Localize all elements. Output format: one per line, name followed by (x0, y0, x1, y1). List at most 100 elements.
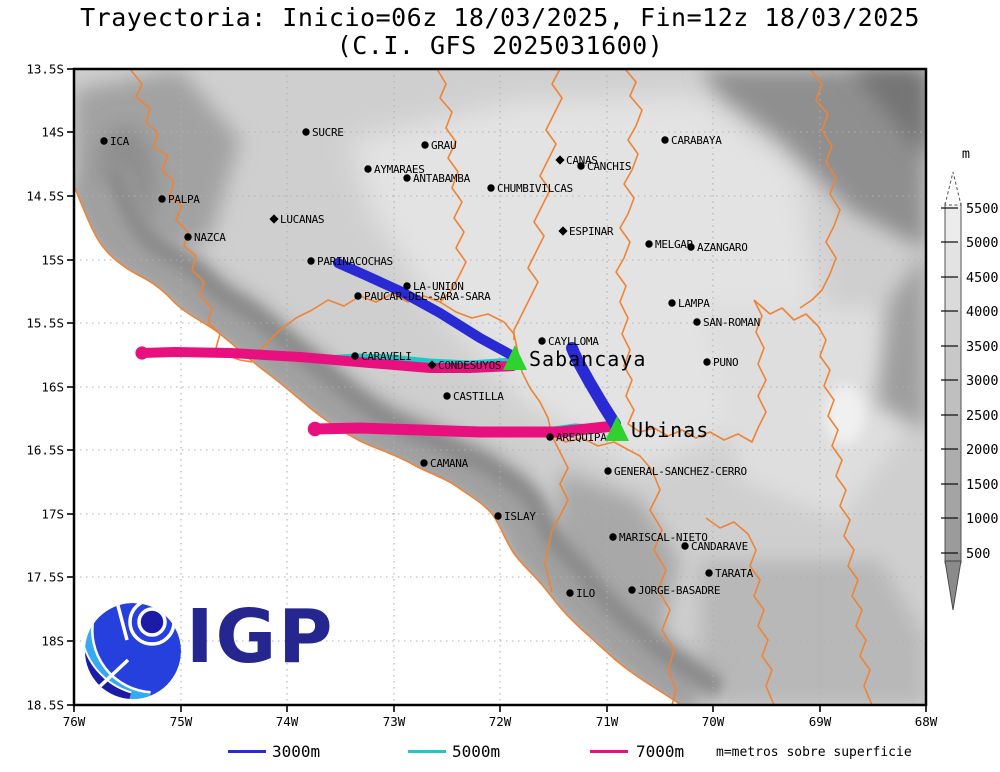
page-title: Trayectoria: Inicio=06z 18/03/2025, Fin=… (80, 3, 920, 32)
city-marker-dot (566, 589, 574, 597)
city-label: SAN-ROMAN (703, 316, 760, 329)
city-label: CANCHIS (587, 160, 631, 173)
city-marker-dot (307, 257, 315, 265)
volcano-triangle-sabancaya (503, 345, 527, 370)
city-marker-dot (668, 299, 676, 307)
city-label: CASTILLA (453, 390, 504, 403)
colorbar-tick-label: 5500 (966, 201, 999, 217)
city-label: ILO (576, 587, 595, 600)
elevation-colorbar: m 5500 5000 4500 4000 3500 3000 2500 2000 1500 100… (941, 146, 999, 611)
city-marker-dot (703, 358, 711, 366)
lat-tick-label: 13.5S (26, 62, 64, 77)
trajectory-lines (135, 258, 621, 438)
lat-tick-label: 18S (41, 634, 64, 649)
city-label: JORGE-BASADRE (638, 584, 720, 597)
city-label: CAMANA (430, 457, 469, 470)
city-label: ICA (110, 135, 130, 148)
trajectory-ubinas-7000m (309, 420, 620, 438)
legend-line-3000m (228, 750, 266, 753)
city-label: PALPA (168, 193, 200, 206)
city-marker-diamond (558, 226, 568, 236)
volcano-label-sabancaya: Sabancaya (529, 347, 646, 371)
lon-tick-label: 73W (383, 714, 406, 729)
legend-line-5000m (408, 750, 446, 753)
city-marker-dot (421, 141, 429, 149)
legend-label-3000m: 3000m (272, 742, 321, 761)
department-boundaries (74, 69, 873, 705)
city-marker-dot (351, 352, 359, 360)
lat-tick-label: 14S (41, 125, 64, 140)
city-label: PARINACOCHAS (317, 255, 393, 268)
colorbar-tick-label: 3000 (966, 373, 999, 389)
city-label: CARAVELI (361, 350, 412, 363)
lat-tick-label: 16.5S (26, 443, 64, 458)
city-label: LA-UNION (413, 280, 464, 293)
lat-tick-label: 18.5S (26, 698, 64, 713)
city-marker-dot (100, 137, 108, 145)
trajectory-sabancaya-7000m (137, 347, 518, 373)
city-label: CANDARAVE (691, 540, 748, 553)
city-markers: ICA PALPA NAZCA SUCRE LUCANAS PARINACOCHAS PAU… (100, 126, 760, 600)
lat-tick-label: 17S (41, 507, 64, 522)
city-label: NAZCA (194, 231, 226, 244)
city-label: CANAS (566, 154, 598, 167)
lon-tick-label: 71W (596, 714, 619, 729)
city-label: CONDESUYOS (438, 359, 501, 372)
lon-tick-label: 74W (276, 714, 299, 729)
city-label: TARATA (715, 567, 754, 580)
trajectory-ubinas-3000m (566, 342, 621, 430)
city-marker-dot (184, 233, 192, 241)
city-marker-diamond (427, 360, 437, 370)
city-marker-dot (403, 282, 411, 290)
coastline (74, 185, 682, 705)
city-marker-dot (443, 392, 451, 400)
lon-tick-label: 75W (170, 714, 193, 729)
colorbar-tick-label: 3500 (966, 339, 999, 355)
lat-tick-label: 17.5S (26, 570, 64, 585)
terrain-shading (74, 69, 926, 705)
city-marker-dot (364, 165, 372, 173)
colorbar-tick-label: 4000 (966, 304, 999, 320)
city-label: GRAU (431, 139, 456, 152)
legend-label-5000m: 5000m (452, 742, 501, 761)
colorbar-tick-label: 2500 (966, 408, 999, 424)
page-subtitle: (C.I. GFS 2025031600) (336, 31, 664, 60)
city-label: PAUCAR-DEL-SARA-SARA (364, 290, 491, 303)
city-marker-dot (577, 162, 585, 170)
city-marker-dot (487, 184, 495, 192)
city-marker-dot (354, 292, 362, 300)
igp-logo-text: IGP (186, 594, 335, 680)
city-marker-dot (687, 243, 695, 251)
volcano-triangle-ubinas (605, 416, 629, 441)
lat-tick-label: 15.5S (26, 316, 64, 331)
city-label: GENERAL-SANCHEZ-CERRO (614, 465, 747, 478)
city-label: AREQUIPA (556, 431, 607, 444)
colorbar-tick-label: 1500 (966, 477, 999, 493)
axis-ticks-labels: 13.5S 14S 14.5S 15S 15.5S 16S 16.5S 17S 17.5S 18S… (26, 62, 937, 730)
city-marker-dot (681, 542, 689, 550)
ocean (74, 186, 681, 705)
colorbar-tick-label: 4500 (966, 270, 999, 286)
lon-tick-label: 68W (915, 714, 938, 729)
colorbar-bottom-arrow (944, 560, 962, 611)
city-marker-dot (158, 195, 166, 203)
city-marker-diamond (269, 214, 279, 224)
city-marker-diamond (555, 155, 565, 165)
city-label: AZANGARO (697, 241, 748, 254)
legend-line-7000m (590, 750, 628, 753)
city-label: LUCANAS (280, 213, 324, 226)
city-marker-dot (420, 459, 428, 467)
colorbar-tick-label: 2000 (966, 442, 999, 458)
legend-note: m=metros sobre superficie (716, 745, 912, 760)
city-marker-dot (546, 433, 554, 441)
city-marker-dot (661, 136, 669, 144)
city-label: SUCRE (312, 126, 344, 139)
city-marker-dot (604, 467, 612, 475)
city-marker-dot (538, 337, 546, 345)
city-marker-dot (628, 586, 636, 594)
city-label: ANTABAMBA (413, 172, 471, 185)
city-label: ESPINAR (569, 225, 614, 238)
city-label: MELGAR (655, 238, 694, 251)
city-label: CARABAYA (671, 134, 722, 147)
